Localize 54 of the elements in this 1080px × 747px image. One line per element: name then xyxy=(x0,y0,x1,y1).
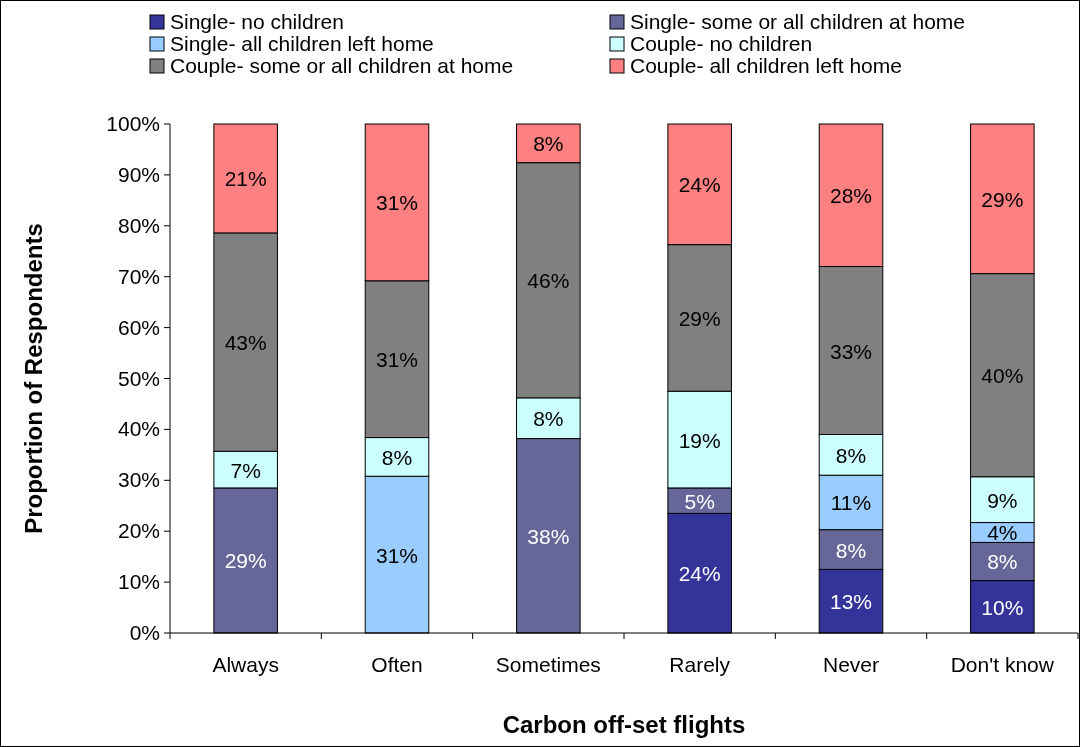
y-tick-label: 0% xyxy=(129,621,160,644)
legend-label: Couple- no children xyxy=(630,32,813,55)
data-label: 19% xyxy=(678,428,721,452)
x-tick-label: Often xyxy=(371,653,423,676)
y-tick-label: 80% xyxy=(117,213,160,237)
data-label: 24% xyxy=(678,173,721,197)
y-tick-label: 40% xyxy=(117,417,160,441)
data-label: 8% xyxy=(533,132,564,156)
data-label: 8% xyxy=(987,550,1018,574)
data-label: 33% xyxy=(829,339,873,363)
data-label: 8% xyxy=(835,443,867,467)
data-label: 8% xyxy=(381,445,413,469)
data-label: 46% xyxy=(527,269,570,293)
legend-label: Single- all children left home xyxy=(170,32,434,55)
legend-label: Couple- all children left home xyxy=(630,54,902,77)
y-tick-label: 10% xyxy=(117,570,160,594)
y-tick-label: 30% xyxy=(117,468,160,492)
x-tick-label: Rarely xyxy=(669,653,731,676)
x-axis-title: Carbon off-set flights xyxy=(502,711,746,738)
data-label: 11% xyxy=(830,491,872,515)
legend-label: Couple- some or all children at home xyxy=(170,54,514,77)
data-label: 40% xyxy=(981,364,1024,388)
data-label: 43% xyxy=(224,331,267,355)
data-label: 10% xyxy=(981,595,1024,619)
data-label: 31% xyxy=(375,348,419,372)
data-label: 29% xyxy=(678,306,721,330)
data-label: 5% xyxy=(684,489,715,513)
data-label: 38% xyxy=(527,524,570,548)
data-label: 8% xyxy=(533,407,564,431)
y-axis-title: Proportion of Respondents xyxy=(20,223,47,534)
data-label: 21% xyxy=(224,167,267,191)
y-tick-label: 60% xyxy=(117,315,160,339)
y-tick-label: 70% xyxy=(117,264,160,288)
y-tick-label: 50% xyxy=(117,366,160,390)
data-label: 28% xyxy=(829,184,873,208)
data-label: 31% xyxy=(375,543,419,567)
data-label: 24% xyxy=(678,562,721,586)
data-label: 8% xyxy=(835,538,867,562)
data-label: 4% xyxy=(987,521,1018,545)
legend-label: Single- no children xyxy=(170,10,344,33)
data-label: 29% xyxy=(981,187,1024,211)
legend-label: Single- some or all children at home xyxy=(630,10,965,33)
data-label: 7% xyxy=(230,458,261,482)
data-label: 13% xyxy=(829,590,873,614)
y-tick-label: 100% xyxy=(106,112,160,135)
x-tick-label: Never xyxy=(822,653,880,676)
data-label: 9% xyxy=(987,488,1018,512)
x-tick-label: Always xyxy=(212,653,279,676)
data-label: 31% xyxy=(375,191,419,215)
y-tick-label: 20% xyxy=(117,519,160,543)
y-tick-label: 90% xyxy=(117,162,160,186)
x-tick-label: Sometimes xyxy=(495,653,601,676)
x-tick-label: Don't know xyxy=(950,653,1055,676)
data-label: 29% xyxy=(224,549,267,573)
